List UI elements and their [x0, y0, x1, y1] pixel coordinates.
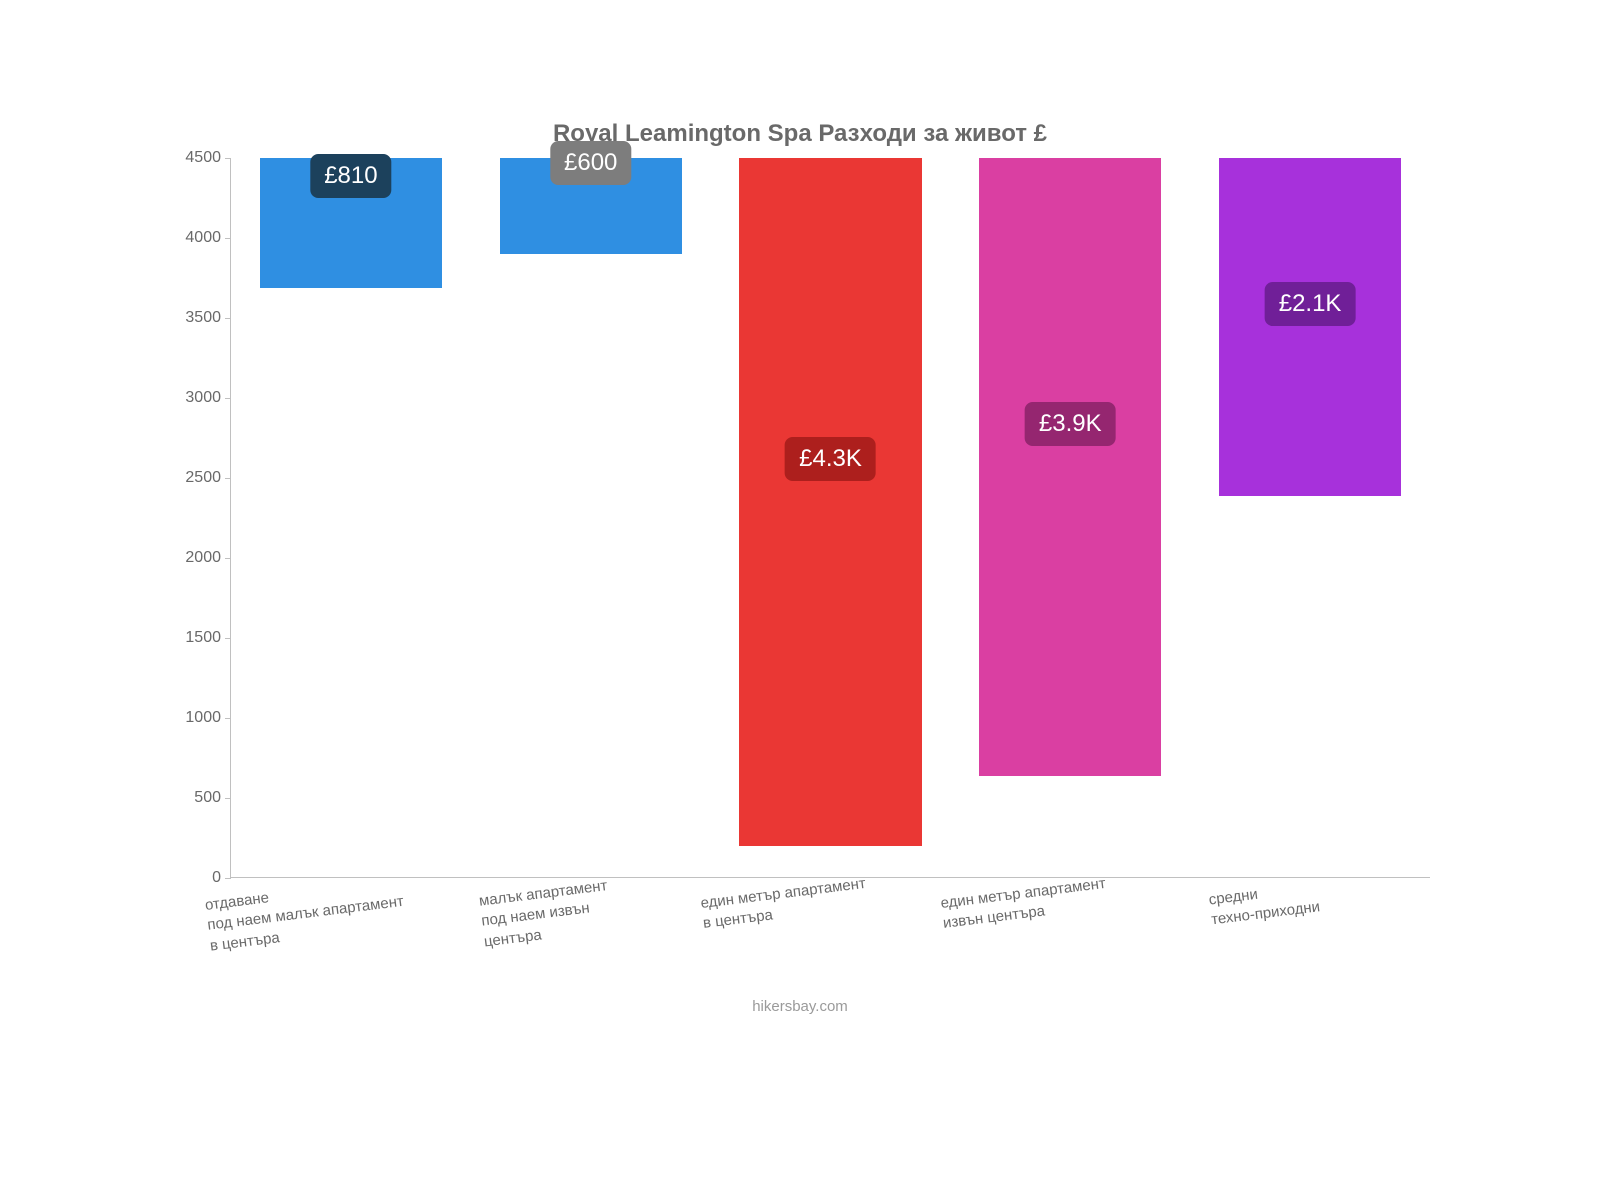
x-label: отдаване под наем малък апартамент в цен…: [204, 872, 408, 956]
ytick-label: 500: [194, 789, 231, 807]
bar: £3.9K: [979, 158, 1161, 776]
bars-container: £810 £600 £4.3K £3.9K £2.1K: [231, 158, 1430, 877]
chart-footer: hikersbay.com: [160, 998, 1440, 1015]
bar-slot: £3.9K: [950, 158, 1190, 877]
chart-title: Royal Leamington Spa Разходи за живот £: [160, 120, 1440, 148]
x-label: един метър апартамент в центъра: [700, 874, 870, 934]
ytick-label: 3000: [185, 389, 231, 407]
chart: Royal Leamington Spa Разходи за живот £ …: [160, 120, 1440, 1080]
x-label: един метър апартамент извън центъра: [940, 874, 1110, 934]
x-label: малък апартамент под наем извън центъра: [478, 876, 614, 952]
ytick-label: 4000: [185, 229, 231, 247]
bar: £4.3K: [739, 158, 921, 846]
bar-slot: £600: [471, 158, 711, 877]
ytick-label: 3500: [185, 309, 231, 327]
bar-slot: £4.3K: [711, 158, 951, 877]
ytick-label: 2000: [185, 549, 231, 567]
value-badge: £4.3K: [785, 437, 876, 481]
bar: £810: [260, 158, 442, 288]
ytick-label: 2500: [185, 469, 231, 487]
bar: £600: [500, 158, 682, 254]
ytick-label: 4500: [185, 149, 231, 167]
plot-area: 050010001500200025003000350040004500 £81…: [230, 158, 1430, 878]
ytick-label: 0: [212, 869, 231, 887]
value-badge: £2.1K: [1265, 282, 1356, 326]
value-badge: £3.9K: [1025, 402, 1116, 446]
ytick-label: 1500: [185, 629, 231, 647]
bar-slot: £2.1K: [1190, 158, 1430, 877]
bar: £2.1K: [1219, 158, 1401, 496]
x-label: средни техно-приходни: [1208, 877, 1322, 931]
ytick-label: 1000: [185, 709, 231, 727]
value-badge: £810: [310, 154, 391, 198]
bar-slot: £810: [231, 158, 471, 877]
value-badge: £600: [550, 141, 631, 185]
